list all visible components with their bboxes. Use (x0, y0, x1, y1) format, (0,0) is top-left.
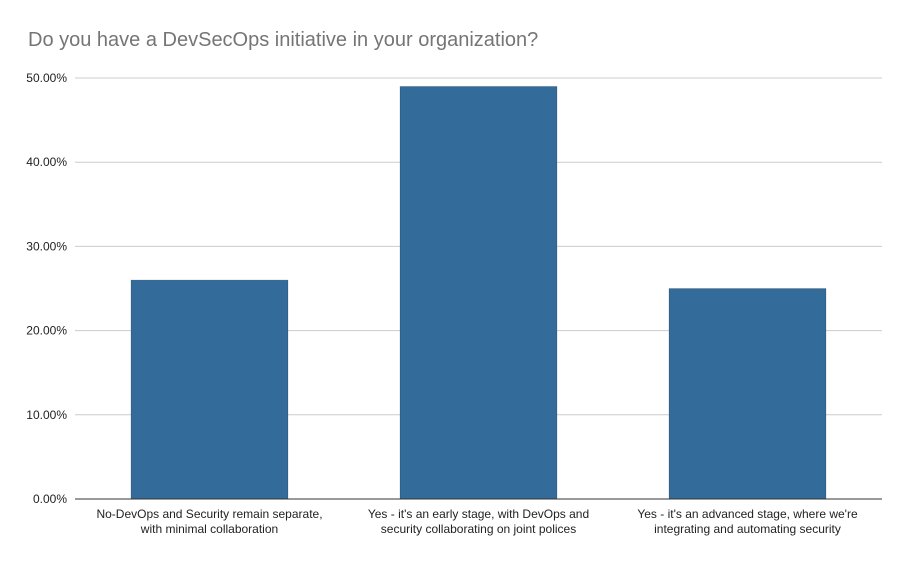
x-category-label: No-DevOps and Security remain separate, (96, 507, 322, 521)
x-category-label: Yes - it's an advanced stage, where we'r… (637, 507, 858, 521)
chart-title: Do you have a DevSecOps initiative in yo… (28, 29, 539, 51)
y-tick-label: 20.00% (26, 324, 67, 338)
y-tick-label: 50.00% (26, 71, 67, 85)
y-tick-label: 0.00% (33, 492, 67, 506)
y-tick-label: 10.00% (26, 408, 67, 422)
y-tick-label: 40.00% (26, 155, 67, 169)
x-category-label: Yes - it's an early stage, with DevOps a… (368, 507, 589, 521)
x-category-label: integrating and automating security (654, 522, 841, 536)
bar (130, 279, 289, 500)
x-category-label: security collaborating on joint polices (381, 522, 576, 536)
x-category-label: with minimal collaboration (140, 522, 278, 536)
bar (399, 85, 558, 500)
y-tick-label: 30.00% (26, 239, 67, 253)
bar (668, 288, 827, 500)
